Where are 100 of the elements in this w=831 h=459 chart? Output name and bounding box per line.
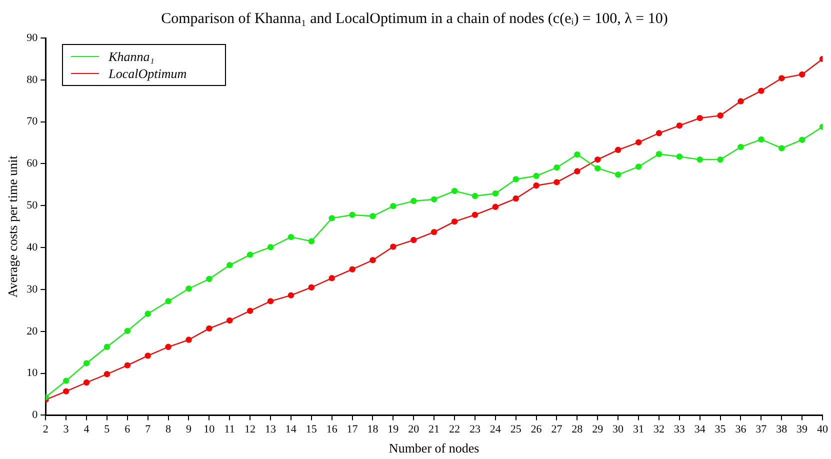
x-tick-label: 16 xyxy=(326,424,338,436)
point xyxy=(328,275,335,282)
x-tick-label: 28 xyxy=(572,424,584,436)
legend-label: Khanna₁ xyxy=(108,48,156,65)
point xyxy=(533,182,540,189)
point xyxy=(738,144,744,150)
point xyxy=(472,192,478,200)
point xyxy=(308,238,314,244)
x-tick-label: 25 xyxy=(510,424,522,436)
point xyxy=(246,308,254,314)
x-tick-label: 9 xyxy=(186,424,192,436)
point xyxy=(206,325,212,332)
point xyxy=(83,360,90,366)
y-tick-label: 80 xyxy=(26,74,38,86)
y-tick-label: 40 xyxy=(26,241,38,254)
point xyxy=(574,151,580,158)
x-tick-label: 37 xyxy=(756,424,768,436)
point xyxy=(738,98,744,104)
point xyxy=(288,234,294,240)
point xyxy=(62,388,70,394)
point xyxy=(656,150,662,158)
x-tick-label: 35 xyxy=(714,424,726,436)
point xyxy=(226,262,233,268)
point xyxy=(717,156,724,163)
x-tick-label: 40 xyxy=(817,424,828,436)
x-tick-label: 29 xyxy=(592,424,604,436)
point xyxy=(614,146,622,154)
point xyxy=(676,122,682,129)
point xyxy=(165,298,172,304)
x-tick-label: 38 xyxy=(776,424,788,436)
point xyxy=(124,362,130,368)
point xyxy=(696,156,703,163)
y-tick-label: 30 xyxy=(26,283,38,296)
point xyxy=(676,154,682,160)
y-tick-label: 0 xyxy=(32,409,38,422)
point xyxy=(104,344,110,350)
point xyxy=(206,276,212,282)
chart-title: Comparison of Khanna₁ and LocalOptimum in a chain of nodes (c(eᵢ) = 100, λ = 10) xyxy=(161,10,668,27)
point xyxy=(614,172,622,178)
x-tick-label: 7 xyxy=(145,424,152,436)
x-tick-label: 24 xyxy=(490,424,502,436)
point xyxy=(451,188,458,194)
x-tick-label: 36 xyxy=(735,424,747,436)
x-tick-label: 15 xyxy=(306,424,318,436)
point xyxy=(512,176,519,182)
x-tick-label: 14 xyxy=(285,424,297,436)
point xyxy=(492,204,498,210)
point xyxy=(410,198,417,204)
y-axis-title: Average costs per time unit xyxy=(5,155,20,298)
point xyxy=(798,71,806,78)
point xyxy=(349,212,356,218)
x-tick-label: 10 xyxy=(204,424,216,436)
x-tick-label: 4 xyxy=(84,424,90,436)
point xyxy=(472,212,478,218)
point xyxy=(533,172,540,179)
point xyxy=(635,164,642,170)
x-tick-label: 33 xyxy=(674,424,686,436)
point xyxy=(308,284,314,290)
point xyxy=(124,328,130,334)
point xyxy=(370,213,376,220)
x-tick-label: 12 xyxy=(244,424,256,436)
point xyxy=(430,228,438,236)
x-tick-label: 27 xyxy=(551,424,563,436)
x-tick-label: 17 xyxy=(346,424,358,436)
y-tick-label: 60 xyxy=(26,158,38,170)
point xyxy=(226,317,233,324)
point xyxy=(758,88,764,94)
point xyxy=(758,136,764,143)
point xyxy=(288,292,294,298)
x-tick-label: 31 xyxy=(632,424,644,436)
point xyxy=(390,202,396,210)
y-tick-label: 20 xyxy=(26,325,38,338)
point xyxy=(554,179,560,186)
point xyxy=(370,257,376,264)
point xyxy=(165,344,172,350)
y-tick-label: 70 xyxy=(26,116,38,128)
y-tick-label: 50 xyxy=(26,200,38,212)
x-tick-label: 11 xyxy=(224,424,235,436)
point xyxy=(635,139,642,146)
x-tick-label: 20 xyxy=(408,424,420,436)
point xyxy=(267,244,274,250)
x-tick-label: 8 xyxy=(166,424,172,436)
x-tick-label: 2 xyxy=(42,424,48,436)
point xyxy=(246,252,254,258)
x-tick-label: 39 xyxy=(796,424,808,436)
point xyxy=(104,371,110,378)
x-tick-label: 30 xyxy=(612,424,624,436)
point xyxy=(62,378,70,384)
y-tick-label: 10 xyxy=(26,367,38,380)
x-axis-title: Number of nodes xyxy=(388,440,480,456)
x-tick-label: 22 xyxy=(448,424,460,436)
point xyxy=(410,236,417,244)
x-tick-label: 34 xyxy=(694,424,706,436)
x-tick-label: 32 xyxy=(653,424,664,436)
x-tick-label: 23 xyxy=(469,424,481,436)
x-tick-label: 13 xyxy=(264,424,276,436)
y-tick-label: 90 xyxy=(26,32,38,44)
point xyxy=(554,164,560,171)
x-tick-label: 19 xyxy=(388,424,400,436)
point xyxy=(656,130,662,136)
